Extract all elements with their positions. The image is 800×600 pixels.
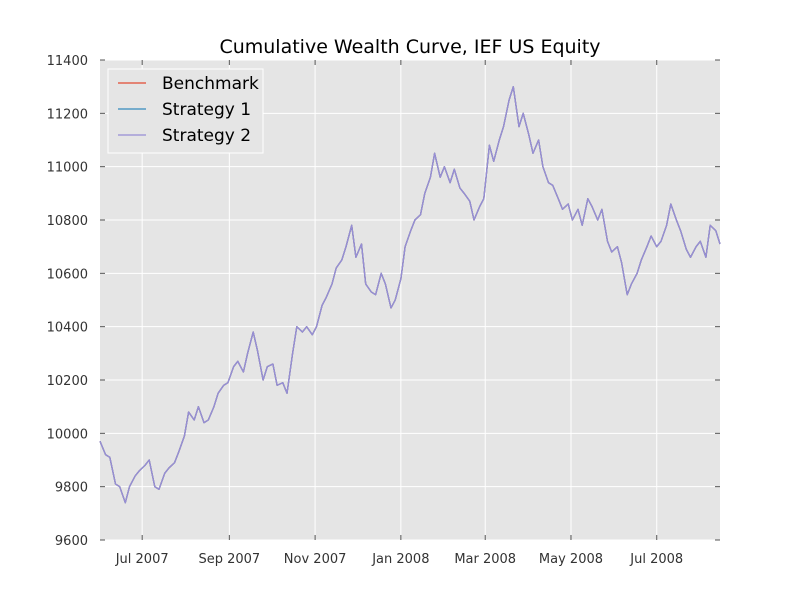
- legend-label: Benchmark: [162, 74, 259, 94]
- y-tick-label: 10400: [47, 321, 88, 336]
- x-tick-label: Mar 2008: [454, 552, 516, 567]
- series-line-strategy-2: [99, 86, 721, 504]
- y-tick-label: 10200: [47, 374, 88, 389]
- chart-title: Cumulative Wealth Curve, IEF US Equity: [219, 36, 600, 58]
- legend-label: Strategy 1: [162, 100, 251, 120]
- series-lines: [99, 86, 721, 504]
- y-tick-label: 11200: [47, 107, 88, 122]
- x-tick-label: Sep 2007: [198, 552, 260, 567]
- x-tick-label: Jan 2008: [371, 552, 429, 567]
- x-tick-label: Jul 2007: [115, 552, 169, 567]
- y-tick-label: 11400: [47, 54, 88, 69]
- y-tick-label: 11000: [47, 161, 88, 176]
- y-tick-label: 9600: [55, 534, 88, 549]
- legend: Benchmark Strategy 1 Strategy 2: [107, 68, 264, 154]
- y-tick-label: 10000: [47, 427, 88, 442]
- x-tick-label: Nov 2007: [284, 552, 347, 567]
- axis-ticks: 9600 9800 10000 10200 10400 10600 10800 11000 11…: [47, 54, 720, 567]
- y-tick-label: 10600: [47, 267, 88, 282]
- x-tick-label: May 2008: [539, 552, 603, 567]
- legend-label: Strategy 2: [162, 126, 251, 146]
- x-tick-label: Jul 2008: [629, 552, 683, 567]
- y-tick-label: 10800: [47, 214, 88, 229]
- y-tick-label: 9800: [55, 481, 88, 496]
